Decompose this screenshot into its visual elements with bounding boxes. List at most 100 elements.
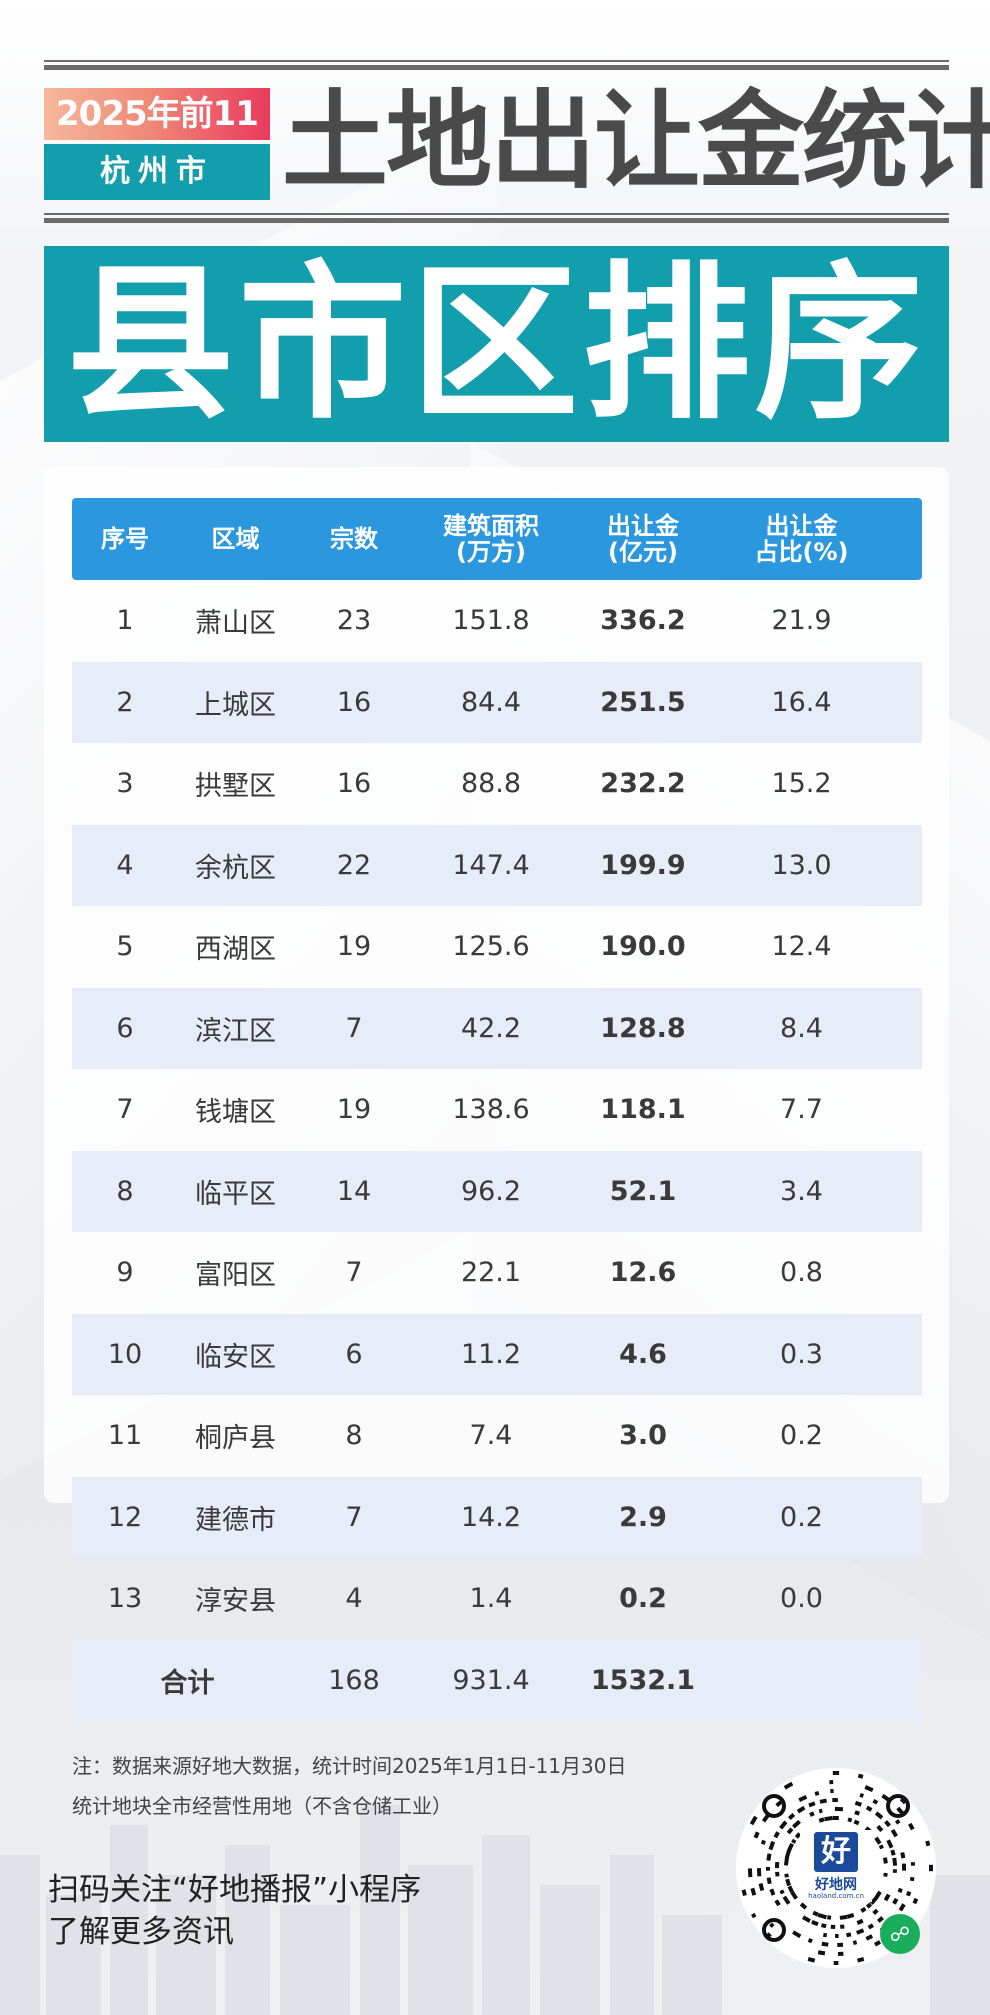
ranking-table: 序号 区域 宗数 建筑面积 (万方) 出让金 (亿元) 出让金 占比(%) 1 萧…: [72, 498, 922, 1721]
rank-cell: 10: [107, 1338, 143, 1370]
qr-mark: [906, 1890, 912, 1897]
qr-mark: [846, 1913, 855, 1919]
price-cell: 3.0: [619, 1420, 667, 1452]
share-cell: 0.3: [780, 1338, 823, 1370]
floor-area-cell: 96.2: [460, 1175, 522, 1207]
qr-mark: [769, 1888, 776, 1896]
count-cell: 16: [336, 686, 372, 718]
qr-mark: [783, 1856, 790, 1866]
qr-mark: [794, 1832, 802, 1839]
qr-mark: [857, 1773, 864, 1779]
qr-mark: [884, 1820, 891, 1828]
qr-finder: [762, 1918, 786, 1942]
qr-mark: [784, 1873, 789, 1878]
table-header: 序号 区域 宗数 建筑面积 (万方) 出让金 (亿元) 出让金 占比(%): [72, 498, 922, 580]
qr-mark: [788, 1813, 796, 1820]
floor-area-cell: 147.4: [452, 849, 530, 881]
area-cell: 萧山区: [195, 608, 276, 640]
total-floor-area: 931.4: [452, 1664, 530, 1696]
price-cell: 232.2: [600, 768, 686, 800]
qr-mark: [784, 1849, 792, 1859]
qr-mark: [792, 1819, 801, 1829]
header-rule: [44, 60, 949, 62]
area-cell: 钱塘区: [195, 1097, 276, 1129]
share-cell: 8.4: [780, 1012, 823, 1044]
qr-mark: [756, 1868, 762, 1877]
qr-mark: [830, 1789, 834, 1794]
qr-mark: [901, 1863, 907, 1871]
qr-mark: [839, 1914, 848, 1920]
price-cell: 199.9: [600, 849, 686, 881]
rank-cell: 12: [107, 1501, 143, 1533]
count-cell: 6: [345, 1338, 363, 1370]
qr-mark: [883, 1893, 891, 1902]
col-header-rank: 序号: [101, 525, 149, 553]
qr-mark: [807, 1938, 813, 1944]
qr-mark: [865, 1902, 873, 1909]
qr-mark: [837, 1942, 844, 1948]
qr-mark: [786, 1842, 794, 1853]
qr-mark: [894, 1819, 901, 1825]
qr-mark: [856, 1918, 864, 1925]
source-note: 注：数据来源好地大数据，统计时间2025年1月1日-11月30日: [72, 1754, 627, 1778]
count-cell: 19: [336, 1094, 372, 1126]
price-cell: 251.5: [600, 686, 686, 718]
qr-mark: [779, 1820, 788, 1830]
promo-line-1: 扫码关注“好地播报”小程序: [48, 1872, 422, 1908]
qr-mark: [765, 1866, 771, 1871]
qr-mark: [808, 1801, 816, 1808]
qr-mark: [892, 1897, 899, 1905]
qr-mark: [860, 1906, 867, 1913]
qr-mark: [912, 1897, 919, 1905]
qr-mark: [908, 1822, 915, 1831]
qr-mark: [799, 1902, 808, 1910]
qr-mark: [890, 1849, 896, 1856]
qr-mark: [874, 1890, 882, 1899]
qr-mark: [874, 1811, 884, 1820]
qr-mark: [812, 1910, 819, 1917]
qr-mark: [773, 1831, 780, 1839]
floor-area-cell: 125.6: [452, 931, 530, 963]
qr-mark: [790, 1890, 798, 1900]
header-rule: [44, 218, 949, 223]
city-skyline-background: [0, 1805, 990, 2015]
total-count: 168: [328, 1664, 380, 1696]
qr-mark: [824, 1816, 833, 1822]
table-row: 12 建德市 7 14.2 2.9 0.2: [72, 1476, 922, 1558]
share-cell: 0.8: [780, 1257, 823, 1289]
area-cell: 临安区: [195, 1341, 276, 1373]
qr-mark: [768, 1840, 776, 1851]
qr-mark: [821, 1941, 829, 1947]
qr-mark: [890, 1828, 898, 1838]
qr-logo: 好 好地网 haoland.com.cn: [800, 1830, 872, 1902]
rank-cell: 3: [116, 768, 134, 800]
rank-cell: 11: [107, 1420, 143, 1452]
price-cell: 128.8: [600, 1012, 686, 1044]
table-row: 4 余杭区 22 147.4 199.9 13.0: [72, 824, 922, 906]
area-cell: 建德市: [195, 1504, 276, 1536]
count-cell: 7: [345, 1257, 363, 1289]
rank-cell: 8: [116, 1175, 134, 1207]
qr-mark: [892, 1869, 897, 1873]
scope-note: 统计地块全市经营性用地（不含仓储工业）: [72, 1794, 452, 1818]
qr-mark: [878, 1844, 884, 1850]
total-label: 合计: [160, 1667, 215, 1699]
floor-area-cell: 7.4: [469, 1420, 513, 1452]
qr-mark: [817, 1950, 826, 1956]
qr-mark: [750, 1887, 757, 1896]
qr-mark: [787, 1885, 794, 1893]
qr-mark: [856, 1928, 865, 1935]
area-cell: 西湖区: [195, 934, 276, 966]
qr-mark: [821, 1923, 827, 1929]
qr-mark: [864, 1785, 874, 1793]
qr-mark: [809, 1811, 815, 1817]
floor-area-cell: 1.4: [469, 1583, 513, 1615]
qr-mark: [847, 1817, 853, 1823]
qr-mark: [758, 1883, 765, 1891]
qr-mark: [925, 1840, 931, 1847]
qr-mark: [876, 1824, 884, 1833]
period-tag: 2025年前11月: [44, 88, 270, 186]
qr-mark: [798, 1794, 808, 1803]
qr-mark: [802, 1915, 811, 1923]
qr-mark: [929, 1864, 933, 1872]
